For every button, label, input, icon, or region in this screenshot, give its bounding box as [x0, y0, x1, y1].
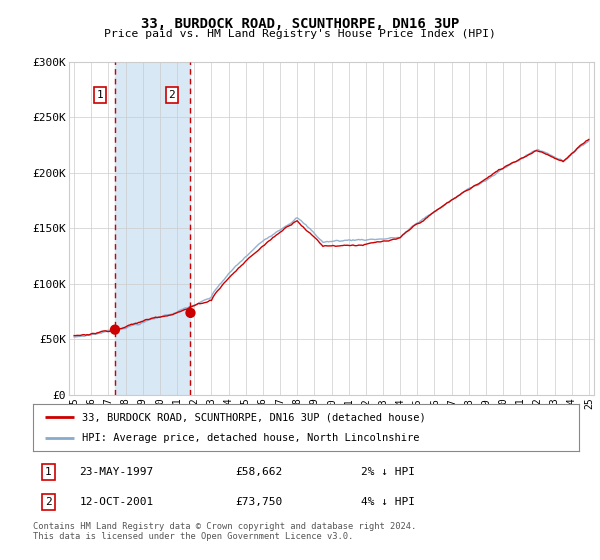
Text: 1: 1 — [97, 90, 103, 100]
Text: 2: 2 — [169, 90, 175, 100]
Text: £58,662: £58,662 — [235, 467, 282, 477]
Text: £73,750: £73,750 — [235, 497, 282, 507]
Text: 33, BURDOCK ROAD, SCUNTHORPE, DN16 3UP (detached house): 33, BURDOCK ROAD, SCUNTHORPE, DN16 3UP (… — [82, 412, 426, 422]
Text: 2: 2 — [45, 497, 52, 507]
Text: 1: 1 — [45, 467, 52, 477]
Text: Contains HM Land Registry data © Crown copyright and database right 2024.
This d: Contains HM Land Registry data © Crown c… — [33, 522, 416, 542]
Text: 12-OCT-2001: 12-OCT-2001 — [79, 497, 154, 507]
Text: HPI: Average price, detached house, North Lincolnshire: HPI: Average price, detached house, Nort… — [82, 433, 419, 443]
Bar — [115, 62, 190, 395]
Text: Price paid vs. HM Land Registry's House Price Index (HPI): Price paid vs. HM Land Registry's House … — [104, 29, 496, 39]
Text: 23-MAY-1997: 23-MAY-1997 — [79, 467, 154, 477]
Text: 2% ↓ HPI: 2% ↓ HPI — [361, 467, 415, 477]
Text: 4% ↓ HPI: 4% ↓ HPI — [361, 497, 415, 507]
Point — [185, 309, 195, 318]
Text: 33, BURDOCK ROAD, SCUNTHORPE, DN16 3UP: 33, BURDOCK ROAD, SCUNTHORPE, DN16 3UP — [141, 17, 459, 31]
Point — [110, 325, 120, 334]
